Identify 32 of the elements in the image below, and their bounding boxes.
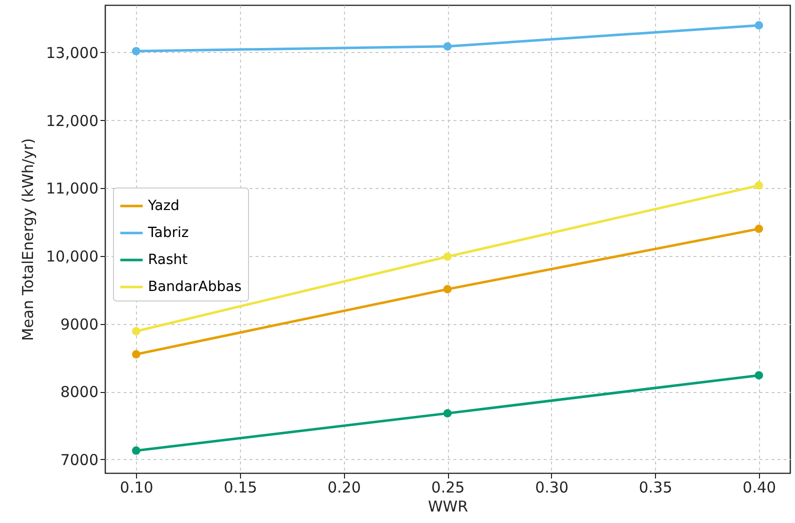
x-tick-label: 0.20 (328, 478, 361, 496)
legend-label: Rasht (148, 252, 188, 268)
legend-label: Tabriz (147, 225, 189, 242)
point (132, 350, 140, 358)
point (443, 42, 452, 51)
x-tick-label: 0.15 (224, 478, 258, 496)
point (132, 446, 140, 455)
legend-label: BandarAbbas (148, 279, 242, 296)
x-tick-label: 0.30 (535, 478, 568, 496)
y-tick-label: 13,000 (46, 44, 98, 62)
point (443, 252, 452, 261)
point (443, 409, 452, 418)
y-tick-label: 11,000 (46, 180, 98, 198)
point (443, 285, 452, 294)
y-tick-label: 10,000 (46, 247, 98, 266)
y-tick-label: 8000 (60, 383, 98, 402)
x-tick-label: 0.40 (742, 478, 776, 496)
y-axis-title: Mean TotalEnergy (kWh/yr) (19, 138, 38, 341)
x-tick-label: 0.25 (431, 478, 465, 496)
x-tick-label: 0.35 (638, 478, 672, 496)
x-tick-label: 0.10 (120, 478, 154, 496)
y-tick-label: 12,000 (46, 112, 98, 130)
x-axis-title: WWR (428, 498, 468, 516)
point (754, 371, 764, 380)
y-tick-label: 9000 (60, 315, 98, 334)
point (132, 46, 140, 56)
point (754, 224, 764, 233)
point (132, 327, 140, 336)
point (754, 21, 764, 30)
point (754, 181, 764, 190)
y-tick-label: 7000 (60, 450, 98, 469)
legend-label: Yazd (147, 198, 180, 214)
